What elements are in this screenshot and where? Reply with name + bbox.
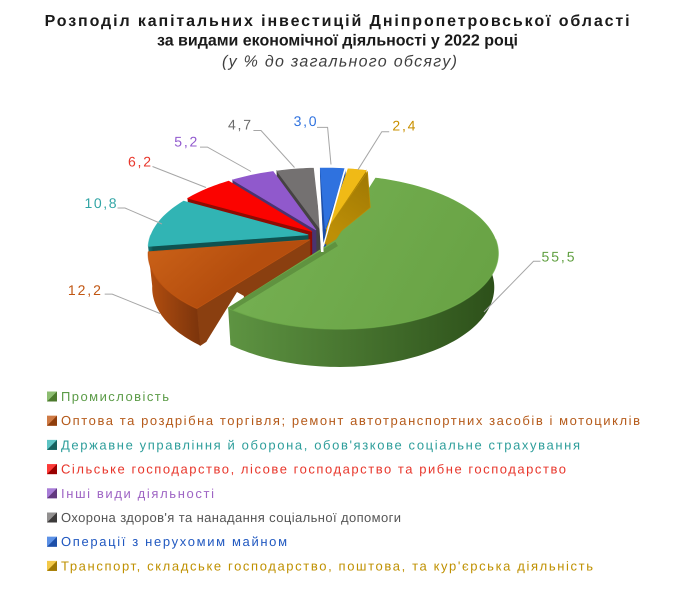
svg-text:2,4: 2,4: [392, 118, 415, 134]
svg-text:Сільське господарство, лісове: Сільське господарство, лісове господарст…: [61, 462, 566, 477]
svg-text:Охорона здоров'я та нанадання: Охорона здоров'я та нанадання соціальної…: [61, 510, 401, 525]
svg-text:Транспорт, складське господарс: Транспорт, складське господарство, пошто…: [61, 558, 593, 573]
svg-text:12,2: 12,2: [68, 282, 101, 298]
svg-text:Державне управління й оборона,: Державне управління й оборона, обов'язко…: [61, 437, 580, 452]
svg-text:4,7: 4,7: [228, 117, 251, 133]
svg-text:55,5: 55,5: [542, 248, 575, 264]
svg-text:(у % до загального обсягу): (у % до загального обсягу): [222, 54, 457, 71]
svg-text:за видами економічної діяльнос: за видами економічної діяльності у 2022 …: [157, 32, 518, 49]
svg-text:Оптова та роздрібна торгівля;: Оптова та роздрібна торгівля; ремонт авт…: [61, 413, 640, 428]
svg-text:6,2: 6,2: [128, 154, 151, 170]
svg-text:5,2: 5,2: [174, 134, 197, 150]
svg-text:3,0: 3,0: [294, 113, 317, 129]
svg-text:Операції з нерухомим майном: Операції з нерухомим майном: [61, 534, 287, 549]
svg-text:Інші види діяльності: Інші види діяльності: [61, 486, 214, 501]
svg-text:10,8: 10,8: [85, 195, 117, 211]
svg-text:Розподіл капітальних інвестиці: Розподіл капітальних інвестицій Дніпропе…: [45, 13, 630, 30]
